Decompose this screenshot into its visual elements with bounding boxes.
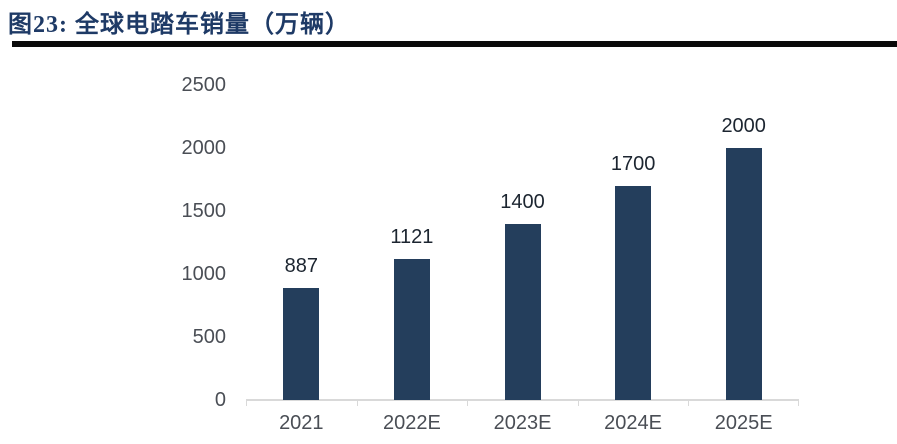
y-axis-tick-label: 500 [192, 326, 226, 348]
x-axis-category-label: 2025E [714, 412, 773, 434]
x-axis-tick [577, 400, 579, 406]
bar-value-label: 2000 [721, 115, 766, 137]
bar [393, 258, 430, 400]
title-divider [12, 41, 897, 47]
bar-value-label: 1400 [500, 190, 545, 213]
x-axis-line [246, 399, 799, 401]
x-axis-tick [356, 400, 358, 406]
x-axis-tick [246, 400, 247, 406]
bar-value-label: 887 [284, 255, 318, 278]
bar [615, 185, 652, 400]
figure-title: 图23: 全球电踏车销量（万辆） [8, 12, 350, 38]
bar [725, 148, 762, 400]
y-axis-tick-label: 1000 [181, 263, 227, 285]
y-axis-tick-label: 2000 [181, 137, 227, 159]
bar-value-label: 1700 [610, 152, 656, 175]
bar-value-label: 1121 [390, 225, 434, 248]
x-axis-category-label: 2024E [604, 412, 663, 434]
y-axis-tick-label: 0 [214, 389, 226, 411]
x-axis-tick [467, 400, 469, 406]
y-axis-tick-label: 2500 [181, 74, 227, 96]
x-axis-tick [798, 400, 799, 406]
bar [504, 223, 541, 400]
bar [283, 288, 320, 400]
x-axis-category-label: 2023E [493, 412, 552, 434]
x-axis-tick [688, 400, 690, 406]
x-axis-category-label: 2021 [279, 412, 324, 434]
plot-area: 887 2021 1121 2022E 1400 2023E 1700 2024E 2000 20… [246, 85, 799, 433]
y-axis-tick-label: 1500 [181, 200, 227, 222]
x-axis-category-label: 2022E [382, 412, 441, 434]
